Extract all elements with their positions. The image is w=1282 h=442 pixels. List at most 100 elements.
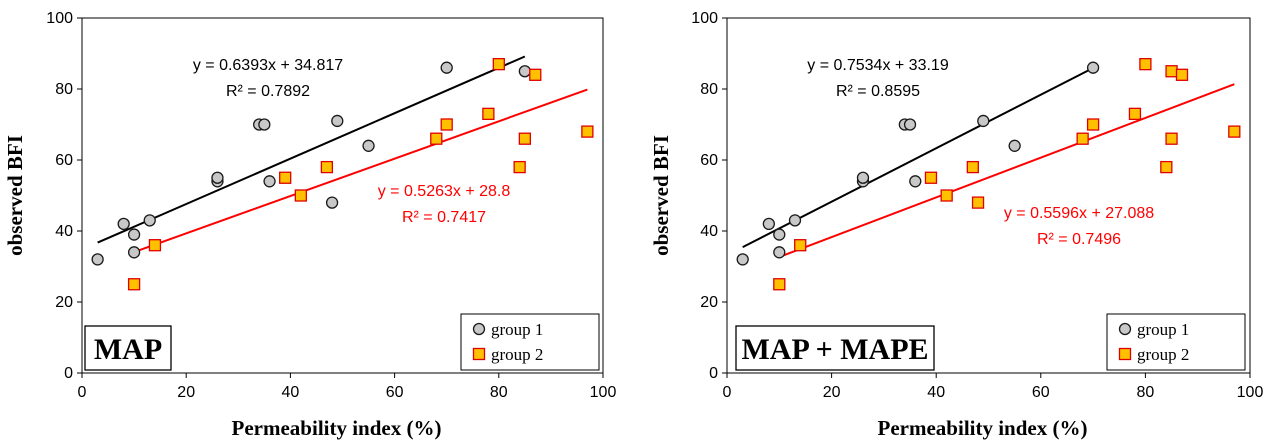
data-point-group-2 [1076, 132, 1089, 145]
x-tick-label: 20 [177, 384, 195, 401]
x-axis-label: Permeability index (%) [232, 416, 442, 440]
data-point-group-2 [966, 160, 979, 174]
legend-marker-group-1 [472, 322, 486, 336]
data-point-group-1 [331, 114, 344, 128]
series-group-2 [773, 58, 1241, 291]
x-tick-label: 80 [490, 384, 508, 401]
chart-panel-2: 0 20 40 60 80 100 0 20 40 60 80 100 Permeability ind… [649, 10, 1263, 440]
data-point-group-2 [1165, 65, 1178, 78]
legend-marker-group-2 [472, 347, 486, 361]
panel-label-box [735, 325, 935, 371]
x-tick-label: 20 [823, 384, 841, 401]
x-tick-label: 80 [1137, 384, 1155, 401]
trendline-equation-group-1: y = 0.7534x + 33.19 [807, 57, 949, 74]
data-point-group-1 [788, 214, 802, 227]
panel-label: MAP + MAPE [741, 333, 928, 366]
legend-box [460, 313, 600, 371]
y-tick-label: 100 [691, 10, 718, 27]
panel-label: MAP [94, 333, 162, 366]
data-point-group-2 [1160, 160, 1173, 174]
data-point-group-2 [1139, 58, 1152, 71]
data-point-group-2 [1175, 68, 1189, 81]
data-point-group-2 [1165, 132, 1178, 145]
x-tick-label: 100 [1237, 384, 1264, 401]
series-group-1 [736, 61, 1100, 266]
data-point-group-2 [1128, 107, 1142, 120]
legend-label-group-2: group 2 [1137, 345, 1189, 364]
x-tick-label: 60 [386, 384, 404, 401]
data-point-group-1 [856, 171, 870, 184]
panel-label-box [84, 325, 172, 371]
data-point-group-2 [430, 132, 443, 145]
trendline-group-2 [778, 83, 1235, 258]
y-tick-label: 100 [46, 10, 73, 27]
data-point-group-1 [977, 114, 990, 128]
x-tick-label: 0 [723, 384, 732, 401]
chart-panel-1: 0 20 40 60 80 100 0 20 40 60 80 100 Permeability ind… [3, 10, 616, 440]
data-point-group-2 [320, 160, 334, 174]
data-point-group-2 [773, 278, 786, 291]
x-tick-label: 40 [282, 384, 300, 401]
trendline-equation-group-1: y = 0.6393x + 34.817 [193, 57, 343, 74]
legend: group 1 group 2 [460, 313, 600, 371]
data-point-group-2 [940, 189, 953, 202]
data-point-group-2 [482, 107, 495, 120]
r-squared-group-2: R² = 0.7496 [1037, 231, 1121, 248]
data-point-group-1 [440, 61, 453, 74]
legend-label-group-1: group 1 [491, 320, 543, 339]
y-tick-label: 60 [55, 152, 73, 169]
data-point-group-2 [794, 239, 807, 252]
y-tick-label: 20 [55, 294, 73, 311]
legend-box [1106, 313, 1246, 371]
y-tick-label: 40 [700, 223, 718, 240]
x-tick-label: 60 [1032, 384, 1050, 401]
r-squared-group-2: R² = 0.7417 [402, 209, 486, 226]
data-point-group-1 [325, 196, 339, 209]
r-squared-group-1: R² = 0.7892 [226, 83, 310, 100]
data-point-group-2 [279, 171, 292, 184]
plot-area [726, 17, 1251, 374]
data-point-group-1 [362, 139, 375, 152]
data-point-group-2 [924, 171, 938, 184]
data-point-group-2 [1228, 125, 1241, 138]
y-tick-label: 0 [64, 365, 73, 382]
data-point-group-1 [1086, 61, 1100, 74]
x-tick-label: 0 [78, 384, 87, 401]
data-point-group-2 [1086, 118, 1100, 131]
data-point-group-1 [143, 214, 156, 227]
trendline-equation-group-2: y = 0.5596x + 27.088 [1004, 205, 1154, 222]
trendline-group-1 [97, 55, 526, 244]
trendline-equation-group-2: y = 0.5263x + 28.8 [378, 183, 511, 200]
data-point-group-1 [773, 246, 786, 259]
data-point-group-2 [294, 189, 307, 202]
data-point-group-2 [492, 58, 505, 71]
data-point-group-1 [518, 65, 531, 78]
x-axis-label: Permeability index (%) [878, 416, 1088, 440]
data-point-group-1 [117, 217, 130, 231]
data-point-group-2 [518, 132, 531, 145]
y-tick-label: 20 [700, 294, 718, 311]
y-tick-label: 80 [700, 81, 718, 98]
x-tick-label: 40 [927, 384, 945, 401]
data-point-group-2 [971, 196, 985, 209]
legend-label-group-1: group 1 [1137, 320, 1189, 339]
data-point-group-1 [127, 246, 141, 259]
data-point-group-1 [211, 171, 224, 184]
data-point-group-1 [258, 118, 271, 131]
data-point-group-1 [263, 175, 276, 188]
data-point-group-1 [1008, 139, 1021, 152]
legend-marker-group-1 [1118, 322, 1132, 336]
x-tick-label: 100 [590, 384, 617, 401]
data-point-group-1 [736, 253, 749, 266]
y-axis-label: observed BFI [649, 135, 673, 256]
data-point-group-2 [581, 125, 594, 138]
data-point-group-2 [127, 278, 141, 291]
r-squared-group-1: R² = 0.8595 [836, 83, 920, 100]
legend: group 1 group 2 [1106, 313, 1246, 371]
data-point-group-2 [440, 118, 453, 131]
y-tick-label: 60 [700, 152, 718, 169]
data-point-group-1 [909, 175, 922, 188]
trendline-group-2 [133, 88, 588, 254]
series-group-2 [127, 58, 594, 291]
